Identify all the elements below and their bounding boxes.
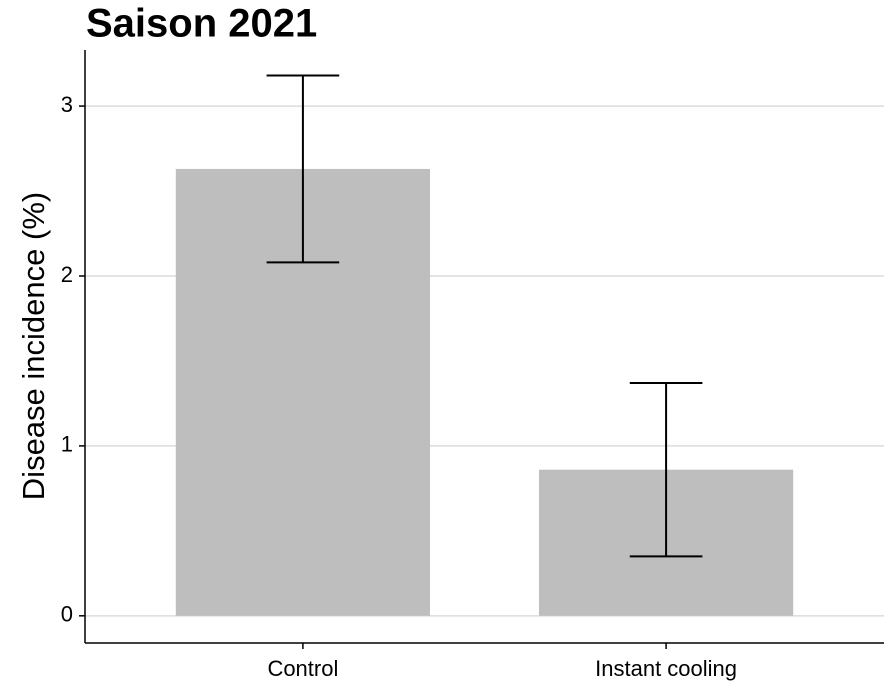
y-tick-label: 0	[61, 602, 73, 627]
y-tick-label: 1	[61, 432, 73, 457]
chart-title: Saison 2021	[86, 2, 317, 46]
error-bar	[629, 382, 703, 558]
error-bar	[266, 74, 340, 264]
y-axis-label: Disease incidence (%)	[16, 192, 51, 500]
x-tick-label: Instant cooling	[595, 656, 737, 681]
x-tick-label: Control	[267, 656, 338, 681]
y-tick-label: 2	[61, 262, 73, 287]
y-tick-label: 3	[61, 92, 73, 117]
